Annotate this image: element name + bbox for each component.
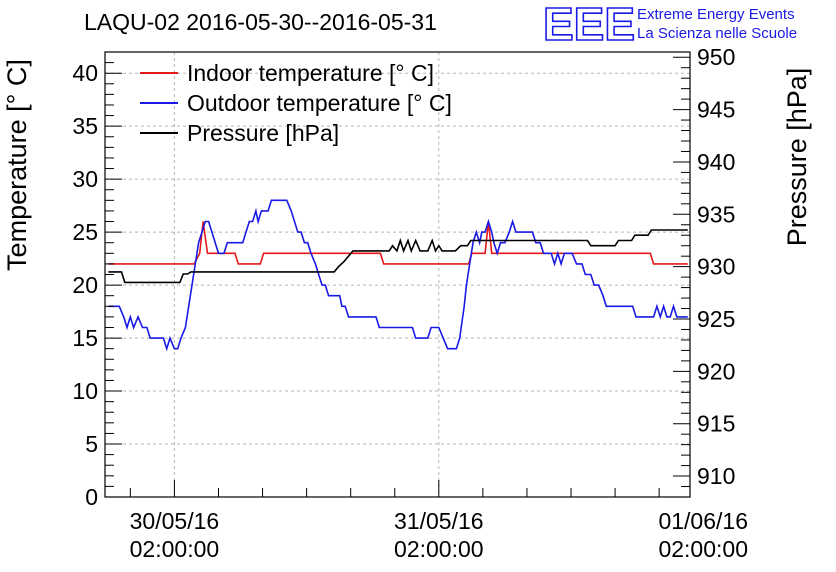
series-line-1 <box>108 221 688 265</box>
legend: Indoor temperature [° C] Outdoor temperat… <box>140 60 452 146</box>
y-tick-label: 10 <box>72 378 98 404</box>
plot-frame <box>104 51 691 498</box>
x-tick-label-date: 30/05/16 <box>130 508 220 534</box>
logo-line-1: Extreme Energy Events <box>637 6 795 23</box>
y2-tick-label: 930 <box>697 254 735 280</box>
series-line-2 <box>108 199 688 352</box>
y2-tick-label: 915 <box>697 411 735 437</box>
grid <box>105 52 690 498</box>
x-tick-label-time: 02:00:00 <box>658 536 748 562</box>
x-tick-label-date: 01/06/16 <box>658 508 748 534</box>
y2-tick-label: 920 <box>697 358 735 384</box>
x-tick-label-time: 02:00:00 <box>394 536 484 562</box>
x-tick-label-time: 02:00:00 <box>130 536 220 562</box>
y-tick-label: 0 <box>85 484 98 510</box>
y2-tick-label: 925 <box>697 306 735 332</box>
y-tick-label: 40 <box>72 60 98 86</box>
series-line-3 <box>108 229 688 284</box>
series-group <box>108 199 688 352</box>
y2-tick-label: 940 <box>697 149 735 175</box>
chart-title: LAQU-02 2016-05-30--2016-05-31 <box>84 9 437 35</box>
y-tick-label: 25 <box>72 219 98 245</box>
y-tick-label: 15 <box>72 325 98 351</box>
eee-logo: EEE Extreme Energy Events La Scienza nel… <box>542 0 797 51</box>
logo-line-2: La Scienza nelle Scuole <box>637 25 797 42</box>
y2-tick-label: 935 <box>697 201 735 227</box>
y2-tick-label: 950 <box>697 44 735 70</box>
y-tick-label: 5 <box>85 431 98 457</box>
y2-axis-title: Pressure [hPa] <box>782 68 812 247</box>
y2-tick-label: 910 <box>697 463 735 489</box>
axes: 0 5 10 15 20 25 30 35 40 910 915 920 925 930 935 940 945… <box>72 44 748 562</box>
eee-logo-mark: EEE <box>543 0 635 50</box>
y2-tick-label: 945 <box>697 97 735 123</box>
legend-label-3: Pressure [hPa] <box>187 120 339 146</box>
legend-label-1: Indoor temperature [° C] <box>187 60 434 86</box>
x-tick-label-date: 31/05/16 <box>394 508 484 534</box>
y-tick-label: 30 <box>72 166 98 192</box>
y-tick-label: 20 <box>72 272 98 298</box>
y-axis-title: Temperature [° C] <box>2 59 32 271</box>
legend-label-2: Outdoor temperature [° C] <box>187 90 452 116</box>
y-tick-label: 35 <box>72 113 98 139</box>
